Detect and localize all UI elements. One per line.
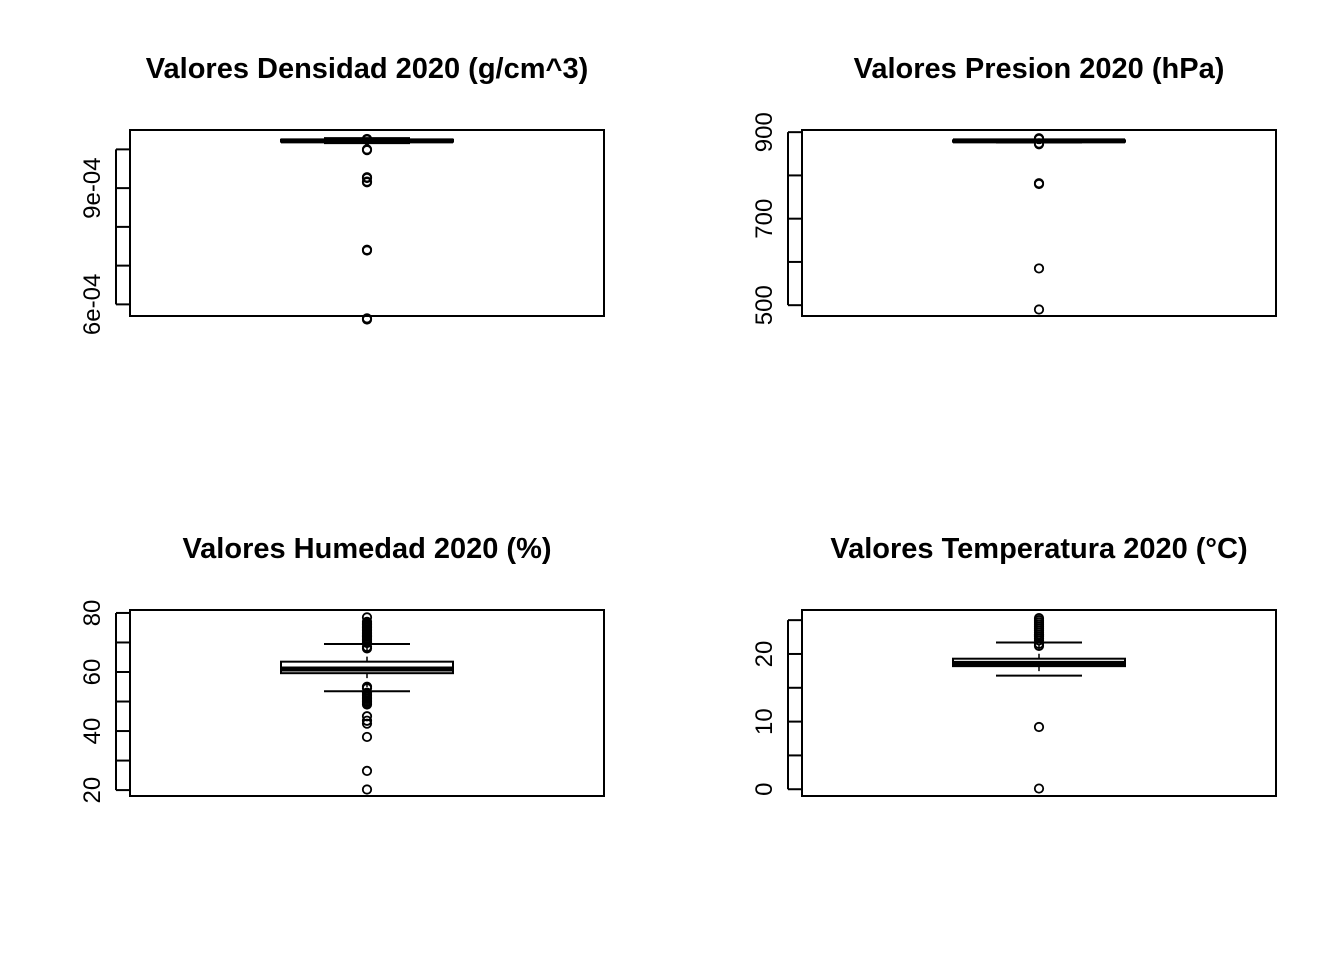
plot-frame <box>129 129 605 317</box>
outlier-point <box>1033 783 1045 794</box>
outlier-point <box>361 643 373 654</box>
chart-title: Valores Humedad 2020 (%) <box>182 533 551 565</box>
chart-panel-temperatura: Valores Temperatura 2020 (°C) 0 10 20 <box>751 533 1277 797</box>
outlier-point <box>361 765 373 777</box>
y-tick-label: 500 <box>751 285 778 325</box>
outlier-point <box>361 177 373 188</box>
chart-title: Valores Presion 2020 (hPa) <box>854 53 1225 85</box>
outlier-point <box>1033 178 1045 190</box>
y-tick-label: 6e-04 <box>79 274 106 335</box>
chart-panel-humedad: Valores Humedad 2020 (%) 20 40 60 80 <box>79 533 605 804</box>
outlier-point <box>361 145 373 156</box>
outlier-point <box>361 731 373 743</box>
y-tick-label: 9e-04 <box>79 157 106 218</box>
y-tick-label: 700 <box>751 199 778 239</box>
plot-frame <box>801 129 1277 317</box>
chart-panel-presion: Valores Presion 2020 (hPa) 500 700 900 <box>751 53 1277 325</box>
y-tick-label: 60 <box>79 659 106 686</box>
y-tick-label: 0 <box>751 783 778 796</box>
outlier-point <box>361 245 373 256</box>
outlier-point <box>361 784 373 795</box>
outlier-point <box>361 699 373 710</box>
plot-frame <box>801 609 1277 797</box>
y-tick-label: 10 <box>751 708 778 735</box>
y-tick-label: 20 <box>751 641 778 668</box>
outlier-point <box>1033 635 1045 646</box>
outlier-point <box>1033 133 1045 145</box>
chart-title: Valores Densidad 2020 (g/cm^3) <box>146 53 588 85</box>
plot-frame <box>129 609 605 797</box>
outlier-point <box>1033 721 1045 733</box>
outlier-point <box>361 313 373 324</box>
y-tick-label: 80 <box>79 600 106 627</box>
outlier-point <box>1033 263 1045 274</box>
outlier-point <box>361 133 373 145</box>
outlier-point <box>361 711 373 722</box>
y-tick-label: 40 <box>79 718 106 745</box>
y-tick-label: 900 <box>751 112 778 152</box>
chart-panel-densidad: Valores Densidad 2020 (g/cm^3) 6e-04 9e-04 <box>79 53 605 335</box>
chart-title: Valores Temperatura 2020 (°C) <box>830 533 1247 565</box>
outlier-point <box>361 637 373 649</box>
outlier-point <box>1033 640 1045 651</box>
outlier-point <box>1033 304 1045 315</box>
outlier-point <box>361 718 373 729</box>
outlier-point <box>361 715 373 726</box>
y-tick-label: 20 <box>79 777 106 804</box>
outlier-point <box>1033 139 1045 150</box>
outlier-point <box>361 172 373 184</box>
